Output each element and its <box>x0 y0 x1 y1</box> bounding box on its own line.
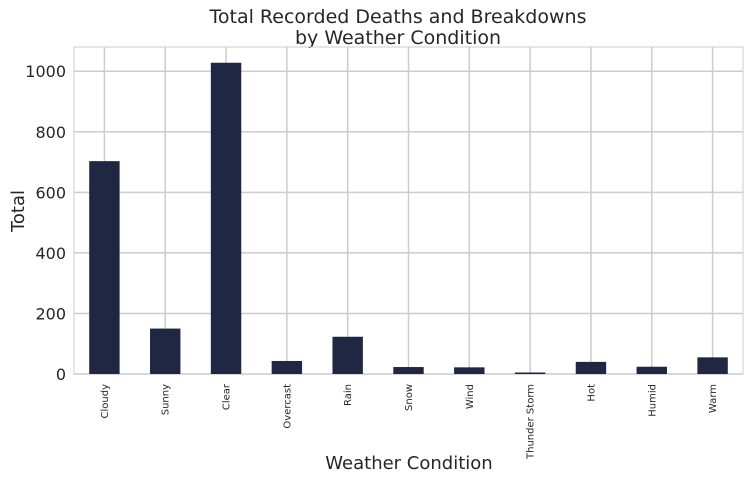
bars <box>89 62 728 374</box>
x-tick-label: Overcast <box>282 384 293 429</box>
chart-title-line1: Total Recorded Deaths and Breakdowns <box>209 6 587 28</box>
y-tick-label: 800 <box>35 123 66 142</box>
y-axis-label: Total <box>8 190 29 233</box>
x-tick-label: Wind <box>465 384 476 409</box>
x-tick-label: Warm <box>708 384 719 413</box>
y-tick-label: 600 <box>35 183 66 202</box>
bar-thunder-storm <box>514 372 546 374</box>
grid-lines <box>74 47 743 375</box>
y-tick-label: 400 <box>35 244 66 263</box>
x-tick-label: Snow <box>404 384 415 411</box>
x-tick-label: Sunny <box>161 384 172 415</box>
x-tick-label: Humid <box>647 384 658 417</box>
bar-sunny <box>150 328 181 374</box>
bar-wind <box>454 367 485 374</box>
bar-rain <box>332 336 363 374</box>
x-tick-label: Hot <box>586 384 597 402</box>
bar-snow <box>393 367 424 374</box>
x-tick-labels: Cloudy Sunny Clear Overcast Rain Snow Wind Thun… <box>100 383 719 460</box>
x-tick-label: Cloudy <box>100 384 111 419</box>
x-axis-label: Weather Condition <box>325 453 492 474</box>
x-tick-label: Clear <box>222 383 233 410</box>
x-tick-label: Rain <box>343 384 354 406</box>
bar-overcast <box>271 360 303 374</box>
bar-clear <box>210 62 242 374</box>
bar-hot <box>575 361 607 374</box>
y-tick-labels: 0 200 400 600 800 1000 <box>25 62 66 384</box>
bar-cloudy <box>89 161 120 374</box>
chart-title-line2: by Weather Condition <box>295 27 501 49</box>
bar-warm <box>697 357 728 374</box>
y-tick-label: 1000 <box>25 62 66 81</box>
bar-humid <box>636 366 667 374</box>
y-tick-label: 0 <box>56 365 66 384</box>
x-tick-label: Thunder Storm <box>526 384 537 460</box>
y-tick-label: 200 <box>35 304 66 323</box>
